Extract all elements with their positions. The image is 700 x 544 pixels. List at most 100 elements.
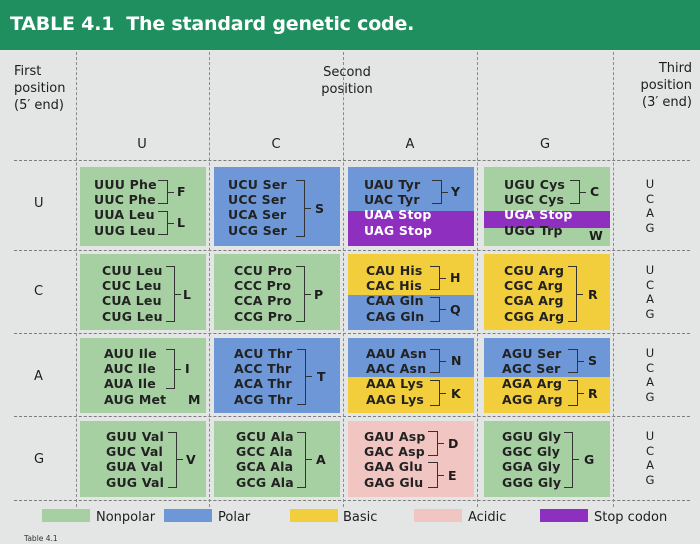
- grid-divider: [613, 52, 614, 507]
- amino-label: I: [185, 361, 190, 376]
- bracket-tick: [578, 393, 584, 394]
- legend-label-basic: Basic: [343, 510, 378, 525]
- amino-label: R: [588, 287, 598, 302]
- grid-divider: [477, 52, 478, 507]
- row-letter-u: U: [34, 196, 44, 211]
- amino-label: Y: [451, 184, 461, 199]
- grid-divider: [76, 52, 77, 507]
- third-letter: A: [646, 292, 654, 306]
- bracket-tick: [573, 459, 579, 460]
- codon-entry: UAU Tyr: [364, 177, 421, 192]
- amino-label: G: [584, 452, 595, 467]
- cell-bg-ca-basic: [348, 254, 474, 295]
- codon-entry: GUA Val: [106, 459, 164, 475]
- codon-entry: UUG Leu: [94, 222, 156, 238]
- codon-entry: GAU Asp: [364, 429, 426, 444]
- row-letter-c: C: [34, 284, 44, 299]
- bracket-tick: [306, 376, 312, 377]
- cell-bg-au: [80, 338, 206, 413]
- codon-entry: GUC Val: [106, 444, 164, 460]
- legend-label-stop-codon: Stop codon: [594, 510, 668, 525]
- bracket-tick: [306, 459, 312, 460]
- codon-entry: ACC Thr: [234, 361, 292, 377]
- amino-label: P: [314, 287, 324, 302]
- codon-entry: GUG Val: [106, 474, 165, 490]
- codon-entry: CUC Leu: [102, 278, 162, 294]
- amino-label: T: [317, 369, 326, 384]
- bracket-tick: [177, 459, 183, 460]
- codon-entry: CCC Pro: [234, 278, 292, 294]
- legend-swatch-nonpolar: [42, 509, 90, 522]
- codon-entry: AGA Arg: [502, 376, 563, 392]
- bracket-tick: [168, 192, 174, 193]
- row-letter-g: G: [34, 452, 45, 467]
- first-header-line-3: (5′ end): [14, 98, 64, 113]
- cell-bg-ug: [484, 167, 610, 211]
- codon-entry: AUC Ile: [104, 361, 156, 377]
- column-letter-g: G: [539, 137, 551, 152]
- codon-entry: UCG Ser: [228, 222, 287, 238]
- bracket-tick: [438, 443, 444, 444]
- bracket: [158, 211, 168, 235]
- bracket: [296, 266, 305, 322]
- codon-cell-gu: GUU Val GUC Val GUA Val GUG Val: [106, 429, 164, 490]
- codon-entry: GGU Gly: [502, 429, 562, 444]
- amino-label: V: [186, 452, 196, 467]
- grid-divider: [209, 52, 210, 507]
- column-letter-a: A: [405, 137, 415, 152]
- grid-divider: [14, 416, 690, 417]
- stop-codon-entry: UAA Stop: [364, 207, 432, 223]
- codon-entry: GUU Val: [106, 429, 165, 444]
- cell-bg-cu: [80, 254, 206, 330]
- cell-bg-ac: [214, 338, 340, 413]
- codon-cell-cc: CCU Pro CCC Pro CCA Pro CCG Pro: [234, 263, 292, 324]
- codon-entry: GGG Gly: [502, 474, 562, 490]
- codon-entry: GCA Ala: [236, 459, 294, 475]
- codon-entry: AGG Arg: [502, 391, 563, 407]
- third-letter: U: [645, 263, 655, 277]
- second-header-line-1: Second: [323, 65, 371, 80]
- cell-bg-uc: [214, 167, 340, 246]
- codon-entry: UCU Ser: [228, 177, 287, 192]
- legend-swatch-stop-codon: [540, 509, 588, 522]
- bracket-tick: [577, 294, 583, 295]
- bracket-tick: [305, 208, 311, 209]
- codon-entry: CAG Gln: [366, 308, 425, 324]
- bracket-tick: [175, 369, 181, 370]
- cell-bg-ca-polar: [348, 295, 474, 330]
- legend-label-nonpolar: Nonpolar: [96, 510, 156, 525]
- bracket-tick: [580, 192, 586, 193]
- codon-entry: ACU Thr: [234, 346, 293, 361]
- bracket: [428, 462, 438, 488]
- codon-entry: UCC Ser: [228, 192, 286, 208]
- codon-entry: GCC Ala: [236, 444, 293, 460]
- bracket-tick: [440, 361, 446, 362]
- third-position-letters-row-a: U C A G: [640, 346, 660, 404]
- codon-entry: AGU Ser: [502, 346, 562, 361]
- codon-entry: UCA Ser: [228, 207, 287, 223]
- cell-bg-ua: [348, 167, 474, 211]
- codon-entry: ACG Thr: [234, 391, 293, 407]
- legend-swatch-acidic: [414, 509, 462, 522]
- bracket: [568, 349, 578, 373]
- third-letter: C: [645, 277, 655, 292]
- cell-bg-gg: [484, 421, 610, 497]
- third-letter: C: [645, 360, 655, 375]
- amino-label: S: [315, 201, 325, 216]
- third-header-line-3: (3′ end): [642, 95, 692, 110]
- first-header-line-2: position: [14, 81, 66, 96]
- third-header-line-2: position: [640, 78, 693, 93]
- third-position-letters-row-u: U C A G: [640, 177, 660, 235]
- grid-divider: [343, 52, 344, 507]
- table-title-bar: TABLE 4.1 The standard genetic code.: [0, 0, 700, 50]
- bracket: [166, 266, 175, 322]
- amino-label: D: [448, 436, 459, 451]
- codon-entry: CAA Gln: [366, 293, 424, 309]
- bracket-tick: [438, 475, 444, 476]
- table-number: TABLE 4.1: [10, 13, 115, 35]
- row-letter-a: A: [34, 369, 43, 384]
- bracket-tick: [440, 309, 446, 310]
- codon-entry: UGC Cys: [504, 192, 565, 208]
- bracket: [158, 180, 168, 204]
- stop-codon-entry: UAG Stop: [364, 222, 433, 238]
